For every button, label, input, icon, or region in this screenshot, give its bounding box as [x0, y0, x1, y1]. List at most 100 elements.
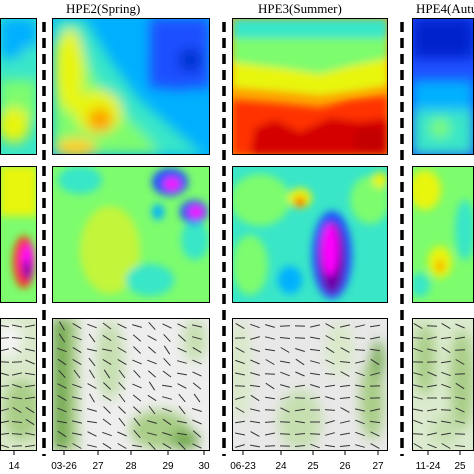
x-axis-ticks: 14 03-26 27 28 29 30 06-23 24 25 26 27 11-24 25 — [8, 451, 466, 472]
wind-vector — [177, 383, 187, 389]
row1-panel-hpe4-partial — [412, 18, 474, 155]
wind-vector — [162, 442, 172, 450]
wind-vector — [72, 443, 82, 449]
wind-vector — [86, 348, 98, 352]
wind-vector — [455, 420, 465, 424]
wind-vector — [426, 432, 438, 436]
wind-vector — [103, 382, 111, 390]
row2-panel-hpe3 — [232, 166, 388, 303]
wind-vector — [72, 322, 82, 330]
wind-vector — [309, 324, 321, 328]
wind-vector — [57, 407, 67, 413]
wind-vector — [454, 373, 466, 375]
wind-vector — [57, 347, 67, 353]
x-tick-label-hpe4-partial-0: 11-24 — [416, 461, 441, 472]
wind-vector — [147, 420, 157, 424]
wind-vector — [235, 444, 245, 448]
wind-vector — [370, 358, 380, 366]
wind-vector — [25, 418, 35, 426]
wind-vector — [235, 432, 245, 436]
wind-vector — [455, 396, 465, 400]
wind-vector — [25, 432, 35, 436]
wind-vector — [370, 348, 380, 352]
wind-vector — [178, 405, 186, 415]
wind-vector — [147, 335, 157, 341]
wind-vector — [235, 359, 245, 365]
wind-vector — [117, 335, 127, 341]
wind-vector — [117, 358, 127, 366]
wind-vector — [117, 347, 127, 353]
wind-vector — [178, 442, 186, 450]
wind-vector — [413, 419, 423, 425]
wind-vector — [265, 396, 275, 400]
wind-vector — [294, 397, 306, 399]
wind-vector — [87, 408, 97, 412]
wind-vector — [413, 408, 423, 412]
wind-vector — [12, 324, 22, 328]
row2-panel-hpe2 — [52, 166, 210, 303]
wind-vector — [249, 420, 261, 424]
wind-vector — [177, 360, 187, 364]
wind-vector — [280, 396, 290, 400]
wind-vector — [87, 444, 97, 448]
wind-vector — [413, 347, 423, 353]
wind-vector — [441, 432, 451, 436]
wind-vector — [370, 443, 380, 449]
wind-vector — [295, 384, 305, 388]
wind-vector — [455, 336, 465, 340]
wind-vector — [24, 396, 36, 400]
wind-vector — [455, 382, 465, 390]
wind-vector — [178, 393, 186, 403]
x-tick-label-hpe3-4: 27 — [372, 461, 384, 472]
wind-vector — [295, 371, 305, 377]
wind-vector — [103, 406, 111, 414]
wind-vector — [280, 347, 290, 353]
wind-vector — [57, 394, 67, 402]
wind-vector — [57, 430, 67, 438]
wind-vector — [249, 408, 261, 412]
wind-vector — [265, 324, 275, 328]
wind-vector — [339, 384, 351, 388]
wind-vector — [103, 369, 111, 379]
wind-vector — [162, 432, 172, 436]
wind-vector — [455, 323, 465, 329]
wind-vector — [280, 407, 290, 413]
wind-vector — [250, 372, 260, 376]
wind-vector — [192, 443, 202, 449]
wind-vector — [132, 394, 142, 402]
wind-vector — [280, 360, 290, 364]
wind-vector — [324, 409, 336, 411]
wind-vector — [454, 445, 466, 447]
wind-vector — [339, 361, 351, 363]
wind-vector — [133, 346, 141, 354]
x-tick-label-hpe1-partial-0: 14 — [8, 461, 20, 472]
wind-vector — [441, 443, 451, 449]
wind-vector — [355, 395, 365, 401]
wind-vector — [441, 322, 451, 330]
wind-vector — [264, 373, 276, 375]
wind-vector — [87, 420, 97, 424]
wind-vector — [355, 444, 365, 448]
row1-panel-hpe1-partial — [0, 18, 37, 155]
wind-vector — [25, 444, 35, 448]
wind-vector — [56, 444, 68, 448]
wind-vector — [193, 393, 201, 403]
wind-vector — [89, 393, 95, 403]
wind-vector — [265, 359, 275, 365]
x-tick-label-hpe2-1: 27 — [92, 461, 104, 472]
wind-vector — [12, 406, 22, 414]
wind-vector — [118, 382, 126, 390]
wind-vector — [87, 431, 97, 437]
x-tick-label-hpe3-0: 06-23 — [230, 461, 256, 472]
wind-vector — [133, 369, 141, 379]
wind-vector — [413, 443, 423, 449]
wind-vector — [88, 357, 96, 367]
row1-panel-hpe2 — [52, 18, 210, 155]
wind-vector — [427, 384, 437, 388]
wind-vector — [177, 372, 187, 376]
wind-vector — [325, 432, 335, 436]
x-tick-label-hpe2-4: 30 — [198, 461, 210, 472]
wind-vector — [324, 373, 336, 375]
wind-vector — [426, 348, 438, 352]
